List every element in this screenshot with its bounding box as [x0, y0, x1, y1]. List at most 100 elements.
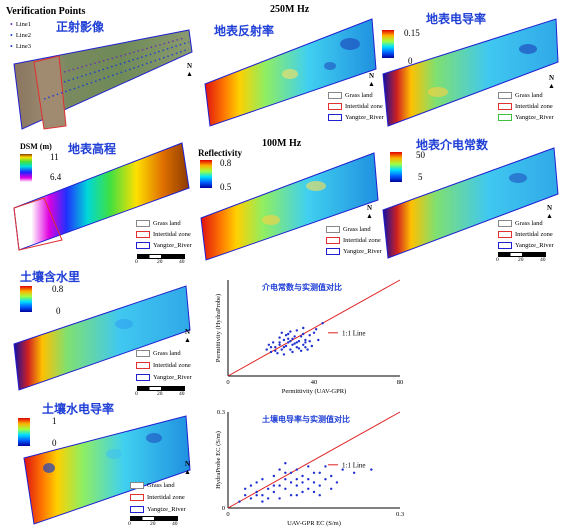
refl-250-legend-river: Yangtze_River: [328, 114, 384, 121]
one-to-one-line: [227, 411, 401, 509]
ec-250-legend-river: Yangtze_River: [498, 114, 554, 121]
data-point: [244, 487, 247, 490]
data-point: [295, 494, 298, 497]
data-point: [278, 484, 281, 487]
data-point: [278, 343, 281, 346]
refl-100-unit: Reflectivity: [198, 148, 242, 158]
ec-scatter-chart: 土壤电导率与实测值对比 1:1 Line 0 0.3 0 0.3 UAV-GPR EC (S…: [215, 409, 404, 527]
data-point: [370, 468, 373, 471]
refl-100-map: [200, 152, 379, 261]
perm-map: [382, 147, 559, 259]
north-arrow-icon: N ▲: [184, 328, 191, 344]
dsm-title: 地表高程: [68, 142, 117, 156]
data-point: [295, 346, 298, 349]
perm-title: 地表介电常数: [416, 138, 489, 152]
data-point: [274, 346, 277, 349]
dsm-cb-max: 11: [50, 152, 59, 162]
data-point: [312, 331, 316, 334]
data-point: [299, 335, 303, 338]
moisture-legend-grass: Grass land: [136, 350, 181, 357]
data-point: [302, 332, 305, 336]
data-point: [249, 484, 253, 487]
perm-legend-grass: Grass land: [498, 220, 543, 227]
line3-marker-icon: •: [10, 42, 13, 51]
dsm-legend-river: Yangtze_River: [136, 242, 192, 249]
verification-points-title: Verification Points: [6, 6, 86, 17]
x-tick-label: 40: [311, 379, 318, 386]
data-point: [244, 494, 247, 497]
dsm-legend-intertidal: Intertidal zone: [136, 231, 191, 238]
data-point: [295, 468, 298, 471]
data-point: [304, 338, 307, 342]
dsm-cb-min: 6.4: [50, 172, 62, 182]
data-point: [278, 468, 281, 471]
ec-250-legend-grass: Grass land: [498, 92, 543, 99]
soil-ec-legend-intertidal: Intertidal zone: [130, 494, 185, 501]
data-point: [297, 340, 301, 343]
refl-100-cb-max: 0.8: [220, 158, 232, 168]
ortho-title: 正射影像: [56, 20, 105, 34]
data-point: [284, 478, 287, 481]
moisture-cb-min: 0: [56, 306, 61, 316]
data-point: [318, 471, 321, 474]
line1-label: Line1: [15, 21, 31, 28]
soil-ec-cb-max: 1: [52, 416, 57, 426]
north-arrow-icon: N ▲: [366, 204, 373, 220]
chart-title: 介电常数与实测值对比: [261, 282, 342, 292]
data-point: [266, 497, 270, 500]
data-point: [321, 322, 324, 325]
x-tick-label: 0.3: [396, 511, 404, 518]
data-point: [293, 335, 296, 338]
data-point: [307, 487, 310, 490]
data-point: [289, 481, 293, 484]
x-axis-label: UAV-GPR EC (S/m): [287, 520, 341, 527]
y-axis-label: Permittivity (HydraProbe): [215, 294, 222, 362]
data-point: [282, 346, 286, 349]
data-point: [302, 343, 305, 346]
ec-250-cb-max: 0.15: [404, 28, 420, 38]
x-axis-label: Permittivity (UAV-GPR): [282, 388, 346, 395]
data-point: [287, 332, 290, 336]
ec-250-legend-intertidal: Intertidal zone: [498, 103, 553, 110]
dsm-panel: DSM (m) 地表高程 11 6.4 Grass land Intertida…: [4, 138, 199, 266]
north-arrow-icon: N ▲: [368, 72, 375, 88]
ortho-line3-legend: • Line3: [10, 42, 31, 51]
data-point: [289, 471, 293, 474]
data-point: [255, 494, 258, 497]
refl-100-legend-river: Yangtze_River: [326, 248, 382, 255]
one-to-one-line: [227, 279, 401, 377]
data-point: [312, 471, 316, 474]
soil-ec-title: 土壤水电导率: [42, 402, 115, 416]
soil-ec-cb-min: 0: [52, 438, 57, 448]
x-tick-label: 80: [397, 379, 404, 386]
data-point: [291, 343, 294, 346]
soil-ec-map: [23, 415, 191, 525]
data-point: [267, 343, 271, 346]
data-point: [289, 340, 292, 343]
dsm-unit: DSM (m): [20, 142, 52, 151]
data-point: [324, 478, 327, 481]
data-point: [308, 334, 311, 337]
data-point: [312, 481, 316, 484]
data-point: [278, 497, 281, 500]
data-point: [306, 348, 309, 351]
north-arrow-icon: N ▲: [548, 74, 555, 90]
data-point: [295, 478, 298, 481]
data-point: [302, 326, 305, 330]
refl-250-map: [204, 18, 377, 127]
data-point: [261, 500, 264, 503]
north-arrow-icon: N ▲: [546, 204, 553, 220]
data-point: [293, 342, 296, 345]
data-point: [317, 338, 320, 342]
data-point: [272, 474, 276, 478]
data-point: [318, 494, 321, 497]
refl-100-panel: Reflectivity 0.8 0.5 Grass land Intertid…: [196, 148, 382, 266]
data-point: [289, 348, 292, 351]
ec-250-cb-min: 0: [408, 56, 413, 66]
ec-250-panel: 地表电导率 0.15 0 Grass land Intertidal zone …: [378, 4, 563, 132]
data-point: [280, 348, 283, 351]
data-point: [265, 348, 268, 351]
x-tick-label: 0: [226, 511, 229, 518]
data-point: [352, 471, 356, 474]
data-point: [280, 331, 283, 334]
